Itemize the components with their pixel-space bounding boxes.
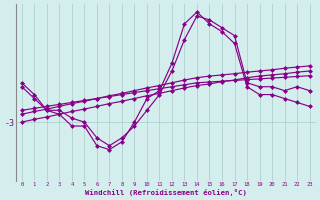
X-axis label: Windchill (Refroidissement éolien,°C): Windchill (Refroidissement éolien,°C): [85, 189, 247, 196]
